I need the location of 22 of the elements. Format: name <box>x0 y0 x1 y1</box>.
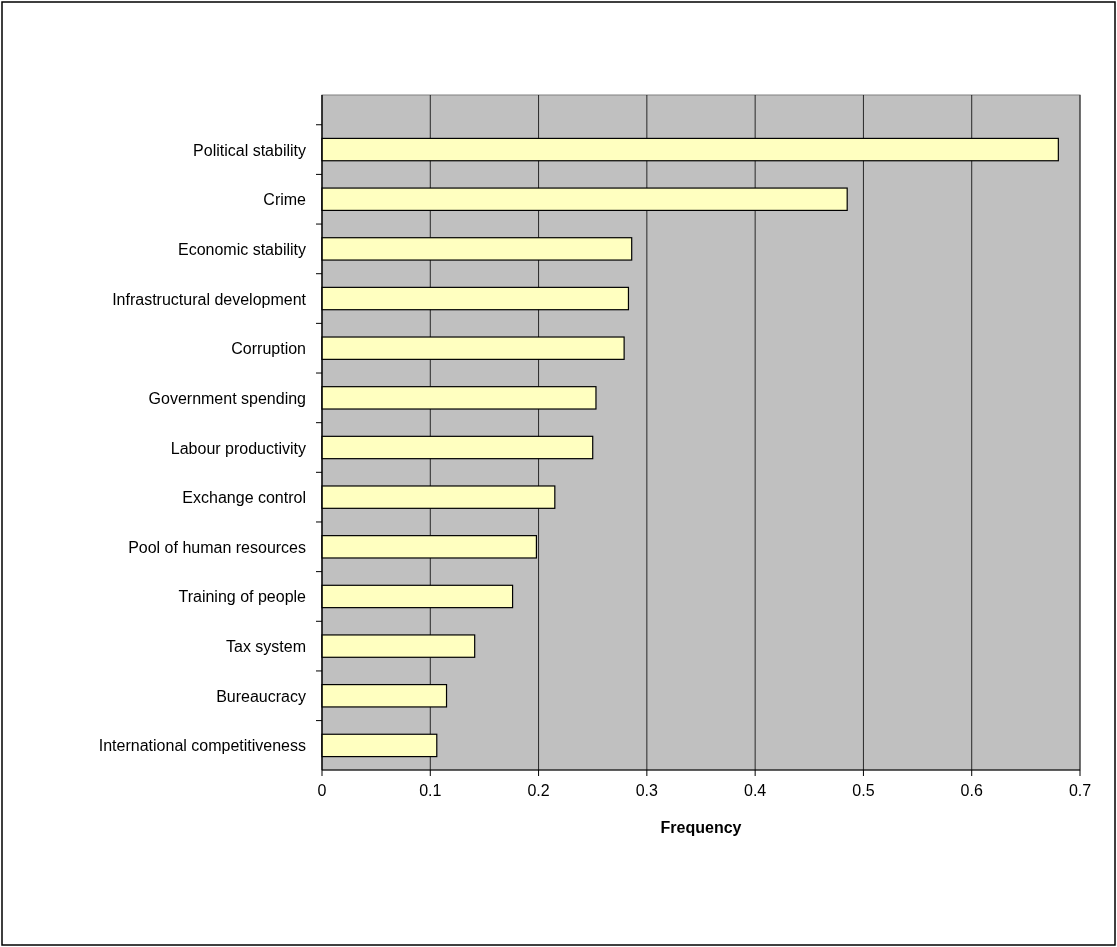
y-tick-label: Crime <box>263 191 307 209</box>
x-axis-title: Frequency <box>660 819 742 836</box>
y-tick-label: Labour productivity <box>170 439 306 457</box>
x-tick-label: 0.3 <box>635 782 659 799</box>
x-tick-label: 0.6 <box>960 782 983 799</box>
y-tick-label: Bureaucracy <box>216 687 306 705</box>
y-tick-label: Exchange control <box>182 489 306 507</box>
y-tick-label: Infrastructural development <box>112 290 307 308</box>
y-tick-label: Training of people <box>178 588 307 606</box>
y-tick-label: Corruption <box>231 340 306 358</box>
y-tick-label: Pool of human resources <box>128 538 306 556</box>
x-tick-label: 0 <box>317 782 327 799</box>
x-tick-label: 0.2 <box>527 782 550 799</box>
x-tick-label: 0.7 <box>1068 782 1092 799</box>
y-tick-label: Political stability <box>193 141 306 159</box>
x-tick-label: 0.1 <box>419 782 442 799</box>
y-tick-label: Tax system <box>225 638 306 656</box>
y-tick-label: Economic stability <box>177 240 306 258</box>
x-tick-label: 0.4 <box>744 782 767 799</box>
y-tick-label: Government spending <box>148 389 306 407</box>
x-tick-label: 0.5 <box>852 782 875 799</box>
y-tick-label: International competitiveness <box>98 737 306 755</box>
